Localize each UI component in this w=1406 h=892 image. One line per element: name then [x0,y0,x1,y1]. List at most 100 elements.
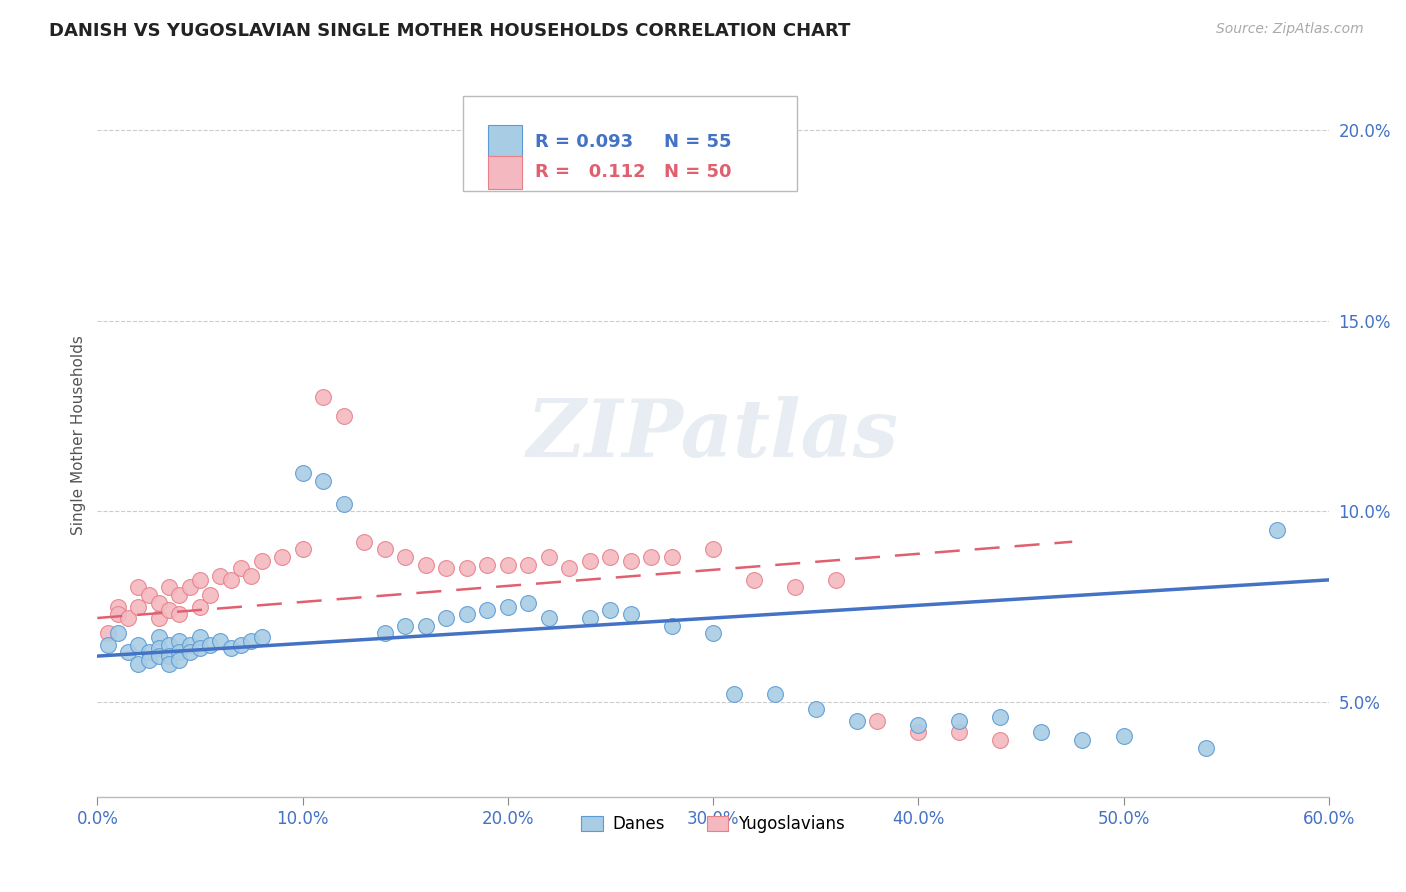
Point [148,596,170,610]
Point [219,641,242,656]
Point [1112,729,1135,743]
Point [394,618,416,632]
Point [332,497,354,511]
Point [477,603,499,617]
Point [250,630,273,644]
Point [415,558,437,572]
Legend: Danes, Yugoslavians: Danes, Yugoslavians [574,808,852,839]
Point [240,569,263,583]
Point [620,607,643,622]
Bar [488,155,522,189]
Text: R =   0.112: R = 0.112 [534,163,645,181]
Point [456,607,478,622]
Point [620,554,643,568]
Point [188,641,211,656]
Point [209,569,232,583]
Point [127,581,149,595]
Point [179,645,201,659]
Point [742,573,765,587]
Point [496,599,519,614]
Point [907,725,929,739]
Point [169,588,191,602]
Point [948,714,970,728]
Point [537,549,560,564]
Point [496,558,519,572]
Point [866,714,889,728]
Point [157,638,180,652]
Point [723,687,745,701]
Point [785,581,807,595]
Point [229,561,252,575]
Point [169,607,191,622]
Point [763,687,786,701]
Point [804,702,827,716]
FancyBboxPatch shape [463,96,797,191]
Point [291,542,314,557]
Point [661,618,683,632]
Point [579,554,602,568]
Point [558,561,581,575]
Point [157,581,180,595]
Point [374,542,396,557]
Point [353,534,375,549]
Point [138,588,160,602]
Point [157,657,180,671]
Point [517,558,540,572]
Point [477,558,499,572]
Point [291,466,314,480]
Point [374,626,396,640]
Point [209,633,232,648]
Bar [488,125,522,159]
Point [127,599,149,614]
Point [1031,725,1053,739]
Point [271,549,294,564]
Point [579,611,602,625]
Point [179,638,201,652]
Point [127,657,149,671]
Point [148,649,170,664]
Point [188,573,211,587]
Point [97,626,120,640]
Y-axis label: Single Mother Households: Single Mother Households [72,335,86,535]
Text: R = 0.093: R = 0.093 [534,133,633,151]
Point [107,626,129,640]
Point [990,710,1012,724]
Text: DANISH VS YUGOSLAVIAN SINGLE MOTHER HOUSEHOLDS CORRELATION CHART: DANISH VS YUGOSLAVIAN SINGLE MOTHER HOUS… [49,22,851,40]
Point [240,633,263,648]
Point [169,633,191,648]
Point [107,599,129,614]
Text: Source: ZipAtlas.com: Source: ZipAtlas.com [1216,22,1364,37]
Point [169,653,191,667]
Point [599,549,621,564]
Text: N = 55: N = 55 [664,133,731,151]
Point [1194,740,1216,755]
Point [148,630,170,644]
Point [117,611,139,625]
Point [990,733,1012,747]
Point [948,725,970,739]
Point [157,649,180,664]
Point [229,638,252,652]
Point [169,645,191,659]
Point [148,611,170,625]
Point [845,714,868,728]
Point [599,603,621,617]
Point [250,554,273,568]
Point [434,611,457,625]
Point [702,542,724,557]
Point [702,626,724,640]
Point [312,390,335,404]
Point [1071,733,1094,747]
Point [517,596,540,610]
Text: N = 50: N = 50 [664,163,731,181]
Point [127,638,149,652]
Point [97,638,120,652]
Point [312,474,335,488]
Point [434,561,457,575]
Point [117,645,139,659]
Point [157,603,180,617]
Text: ZIPatlas: ZIPatlas [527,396,898,474]
Point [219,573,242,587]
Point [332,409,354,423]
Point [200,638,222,652]
